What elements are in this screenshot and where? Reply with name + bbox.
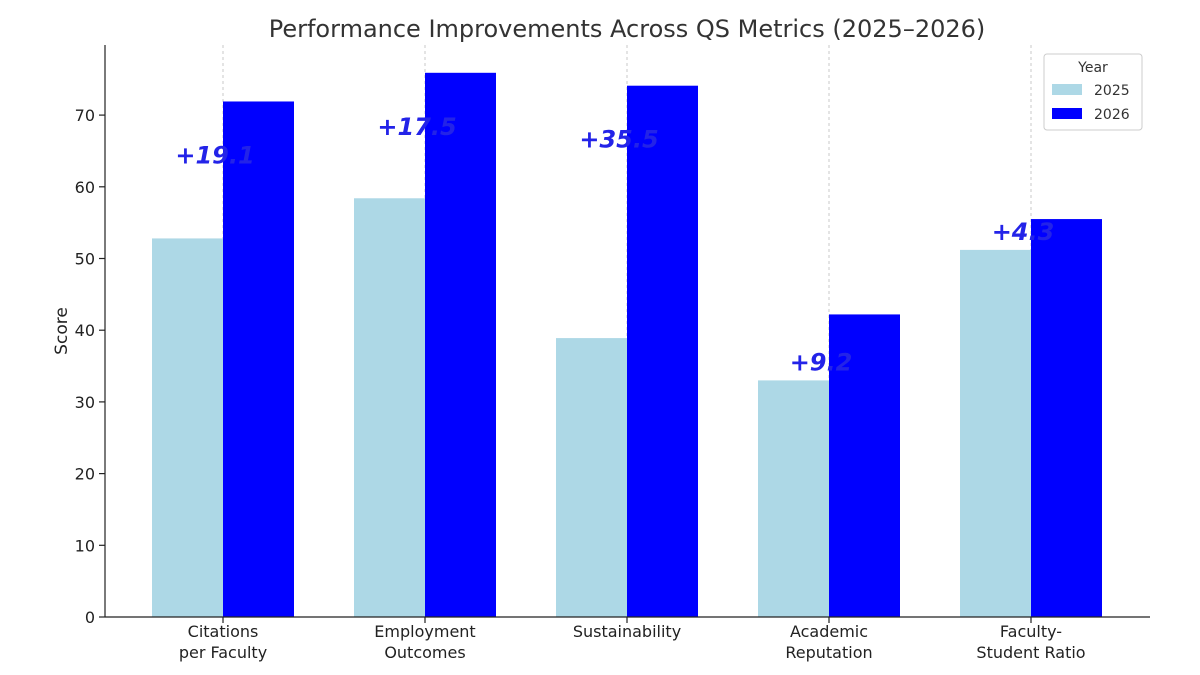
x-tick-labels: Citations per Faculty Employment Outcomes Su… <box>179 617 1086 662</box>
bar-2026 <box>425 72 496 617</box>
y-tick-label: 70 <box>75 106 95 125</box>
bar-2025 <box>152 238 223 617</box>
difference-label: +19.1 <box>175 141 254 169</box>
x-tick-label: Academic Reputation <box>785 622 872 662</box>
legend-title: Year <box>1077 60 1108 76</box>
legend: Year 2025 2026 <box>1043 53 1143 131</box>
difference-label: +35.5 <box>579 126 658 154</box>
bar-2026 <box>627 85 698 617</box>
x-tick-label: Sustainability <box>573 622 681 641</box>
legend-swatch-2026 <box>1052 108 1082 119</box>
bar-2025 <box>556 338 627 617</box>
legend-swatch-2025 <box>1052 84 1082 95</box>
bars <box>152 72 1102 618</box>
x-tick-label: Faculty-Student Ratio <box>976 622 1085 662</box>
y-ticks: 0 10 20 30 40 50 60 70 <box>75 106 105 627</box>
x-tick-label: Employment Outcomes <box>374 622 475 662</box>
y-tick-label: 50 <box>75 250 95 269</box>
difference-label: +17.5 <box>377 113 456 141</box>
bar-2025 <box>960 249 1031 617</box>
bar-2025 <box>354 198 425 617</box>
y-tick-label: 10 <box>75 536 95 555</box>
bar-2025 <box>758 380 829 617</box>
y-axis-label: Score <box>52 307 72 355</box>
y-tick-label: 60 <box>75 178 95 197</box>
difference-label: +4.3 <box>992 218 1055 246</box>
y-tick-label: 30 <box>75 393 95 412</box>
difference-labels: +19.1 +17.5 +35.5 +9.2 +4.3 <box>175 113 1054 377</box>
bar-2026 <box>1031 219 1102 617</box>
y-tick-label: 20 <box>75 465 95 484</box>
legend-label-2025: 2025 <box>1094 83 1130 99</box>
chart-title: Performance Improvements Across QS Metri… <box>269 15 986 43</box>
y-tick-label: 40 <box>75 321 95 340</box>
x-tick-label: Citations per Faculty <box>179 622 267 662</box>
y-tick-label: 0 <box>85 608 95 627</box>
bar-2026 <box>829 314 900 617</box>
bar-2026 <box>223 101 294 618</box>
difference-label: +9.2 <box>790 348 853 376</box>
legend-label-2026: 2026 <box>1094 107 1130 123</box>
